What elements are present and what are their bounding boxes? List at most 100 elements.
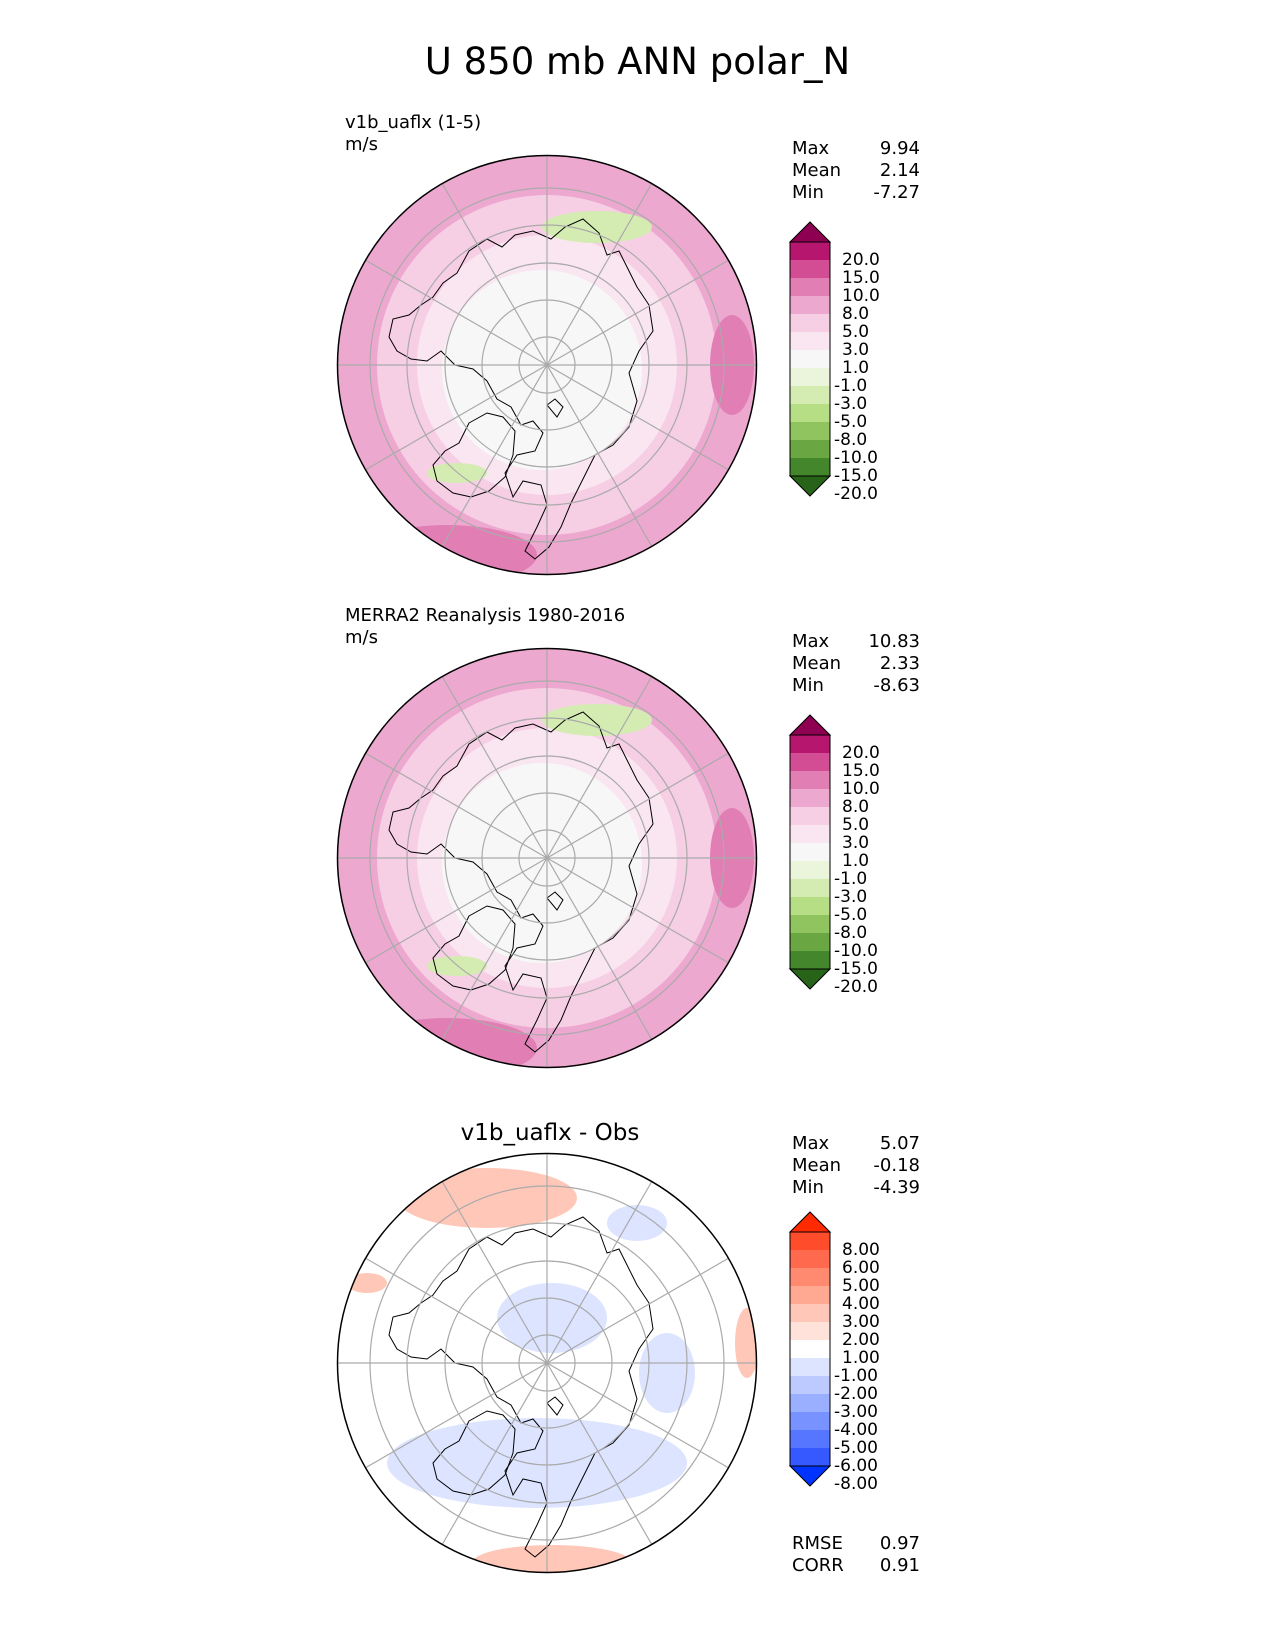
colorbar-swatches (788, 714, 832, 990)
stat-mean: Mean 2.14 (792, 160, 920, 181)
colorbar-swatch (790, 1304, 830, 1322)
colorbar-tick-label: -3.0 (834, 887, 868, 907)
colorbar-swatch (790, 897, 830, 915)
stat-min: Min -4.39 (792, 1177, 920, 1198)
colorbar-tick-label: -10.0 (834, 448, 878, 468)
field-core (442, 763, 642, 963)
colorbar-swatch (790, 332, 830, 350)
colorbar-tick-label: 1.00 (842, 1348, 880, 1368)
field-high-region (357, 1018, 537, 1068)
coastline-greenland (432, 1410, 516, 1496)
colorbar-swatch (790, 404, 830, 422)
colorbar-swatch (790, 314, 830, 332)
colorbar-swatch (790, 789, 830, 807)
colorbar-tick-label: 4.00 (842, 1294, 880, 1314)
colorbar-swatch (790, 825, 830, 843)
colorbar-swatch (790, 1286, 830, 1304)
colorbar-extend-max (788, 1211, 832, 1233)
map-field (337, 155, 757, 575)
meridian-line (364, 1257, 730, 1469)
stats-box: Max 5.07 Mean -0.18 Min -4.39 (792, 1133, 920, 1199)
metric-corr: CORR 0.91 (792, 1555, 920, 1576)
field-low-region (542, 211, 652, 243)
colorbar-swatch (790, 1448, 830, 1466)
meridian-line (364, 259, 730, 471)
field-negative-region (387, 1418, 687, 1508)
colorbar-tick-label: 3.0 (842, 340, 870, 360)
colorbar-tick-label: -8.00 (834, 1474, 878, 1494)
colorbar-swatch (790, 278, 830, 296)
colorbar-swatch (790, 350, 830, 368)
coastline-greenland (432, 905, 516, 991)
colorbar-swatch (790, 1376, 830, 1394)
polar-map (336, 154, 758, 576)
colorbar-swatches (788, 221, 832, 497)
colorbar-tick-label: 20.0 (842, 743, 880, 763)
colorbar-extend-max (788, 714, 832, 736)
colorbar-swatch (790, 1340, 830, 1358)
coastline (388, 1216, 654, 1558)
colorbar-swatch (790, 753, 830, 771)
colorbar-tick-label: -6.00 (834, 1456, 878, 1476)
colorbar-tick-label: -5.0 (834, 905, 868, 925)
field-negative-region (497, 1283, 607, 1353)
colorbar-extend-min (788, 968, 832, 990)
coastline-greenland (432, 412, 516, 498)
stats-box: Max 9.94 Mean 2.14 Min -7.27 (792, 138, 920, 204)
colorbar-tick-label: 5.0 (842, 815, 870, 835)
field-negative-region (639, 1333, 695, 1413)
colorbar-tick-label: 6.00 (842, 1258, 880, 1278)
colorbar-swatch (790, 1430, 830, 1448)
colorbar-tick-label: -10.0 (834, 941, 878, 961)
colorbar-swatch (790, 1394, 830, 1412)
colorbar-swatch (790, 1412, 830, 1430)
colorbar-swatch (790, 843, 830, 861)
colorbar-tick-label: 1.0 (842, 358, 870, 378)
map-boundary (336, 1152, 758, 1574)
field-positive-region (397, 1168, 577, 1228)
colorbar-tick-label: 1.0 (842, 851, 870, 871)
field-positive-region (347, 1273, 387, 1293)
colorbar-swatch (790, 771, 830, 789)
coastline-island (546, 891, 564, 911)
stat-max: Max 9.94 (792, 138, 920, 159)
coastline-island (546, 398, 564, 418)
coastline (388, 218, 654, 560)
colorbar-tick-label: -8.0 (834, 923, 868, 943)
colorbar-swatch (790, 440, 830, 458)
colorbar-tick-label: 5.0 (842, 322, 870, 342)
colorbar-frame (789, 734, 831, 970)
stat-mean: Mean 2.33 (792, 653, 920, 674)
colorbar-tick-label: -5.0 (834, 412, 868, 432)
panel-label: MERRA2 Reanalysis 1980-2016 m/s (345, 605, 625, 649)
colorbar-tick-label: -15.0 (834, 959, 878, 979)
colorbar-tick-label: 10.0 (842, 286, 880, 306)
colorbar-tick-label: -3.00 (834, 1402, 878, 1422)
colorbar-tick-label: -20.0 (834, 977, 878, 997)
colorbar-tick-label: 2.00 (842, 1330, 880, 1350)
colorbar-swatch (790, 1232, 830, 1250)
metric-rmse: RMSE 0.97 (792, 1533, 920, 1554)
polar-map (336, 1152, 758, 1574)
colorbar-swatch (790, 1250, 830, 1268)
map-boundary (336, 647, 758, 1069)
field-high-region (357, 525, 537, 575)
colorbar-tick-label: -15.0 (834, 466, 878, 486)
colorbar-tick-label: 3.0 (842, 833, 870, 853)
colorbar-tick-label: -2.00 (834, 1384, 878, 1404)
colorbar-swatch (790, 933, 830, 951)
colorbar-tick-label: 8.0 (842, 304, 870, 324)
colorbar-tick-label: -8.0 (834, 430, 868, 450)
colorbar-swatch (790, 1322, 830, 1340)
colorbar-tick-label: -3.0 (834, 394, 868, 414)
colorbar-tick-label: -1.0 (834, 869, 868, 889)
panel-obs: MERRA2 Reanalysis 1980-2016 m/s Max 10.83… (0, 603, 1275, 1093)
colorbar-frame (789, 241, 831, 477)
colorbar-tick-label: 20.0 (842, 250, 880, 270)
panel-label: v1b_uaflx (1-5) m/s (345, 112, 481, 156)
map-field (337, 648, 757, 1068)
colorbar-tick-label: 15.0 (842, 268, 880, 288)
colorbar-swatch (790, 242, 830, 260)
colorbar-extend-max (788, 221, 832, 243)
colorbar-swatch (790, 368, 830, 386)
